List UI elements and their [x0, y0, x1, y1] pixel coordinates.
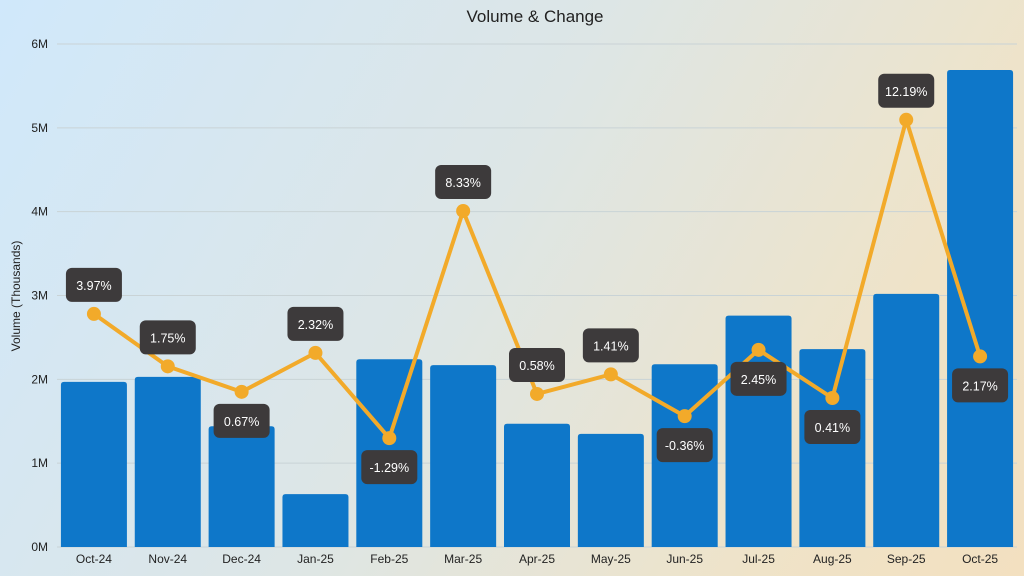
change-point[interactable] [973, 349, 988, 364]
data-label-box [287, 306, 344, 341]
data-label-box [582, 328, 639, 363]
data-label: 1.75% [150, 331, 185, 345]
y-tick-label: 0M [31, 540, 48, 554]
x-tick-label: Jan-25 [297, 552, 334, 566]
data-label: -0.36% [665, 439, 705, 453]
bar-aug-25[interactable] [799, 349, 866, 547]
data-label-box [361, 450, 418, 485]
data-label: 2.17% [962, 379, 997, 393]
y-tick-label: 4M [31, 205, 48, 219]
y-tick-label: 3M [31, 289, 48, 303]
data-label-box [804, 409, 861, 444]
data-label: 0.67% [224, 415, 259, 429]
data-label: 2.32% [298, 318, 333, 332]
change-point[interactable] [530, 386, 544, 401]
y-tick-label: 6M [31, 37, 48, 51]
data-label: 2.45% [741, 373, 776, 387]
data-label-box [952, 368, 1009, 403]
bar-oct-25[interactable] [947, 69, 1014, 547]
change-point[interactable] [86, 306, 101, 321]
bar-nov-24[interactable] [134, 376, 201, 547]
data-label-box [656, 428, 713, 463]
x-tick-label: Mar-25 [444, 552, 482, 566]
x-tick-label: Sep-25 [887, 552, 926, 566]
change-point[interactable] [677, 409, 692, 424]
x-tick-label: Oct-25 [962, 552, 998, 566]
data-label-box [730, 361, 787, 396]
x-tick-label: Oct-24 [76, 552, 112, 566]
data-label: 1.41% [593, 339, 628, 353]
change-point[interactable] [899, 112, 914, 127]
bar-oct-24[interactable] [60, 381, 127, 547]
data-label: 0.41% [815, 421, 850, 435]
change-point[interactable] [234, 384, 249, 399]
data-label-box [65, 267, 122, 302]
y-tick-label: 1M [31, 456, 48, 470]
bar-jan-25[interactable] [282, 494, 349, 547]
change-point[interactable] [603, 367, 618, 382]
data-label: 12.19% [885, 85, 927, 99]
x-tick-label: Dec-24 [222, 552, 261, 566]
data-label-box [435, 164, 492, 199]
data-label-box [878, 73, 935, 108]
change-point[interactable] [382, 431, 397, 446]
data-label-box [509, 347, 565, 382]
bar-apr-25[interactable] [504, 423, 570, 547]
chart-title: Volume & Change [466, 7, 603, 26]
data-label-box [213, 403, 270, 438]
data-label: -1.29% [370, 461, 410, 475]
data-label: 8.33% [445, 176, 480, 190]
x-tick-label: Aug-25 [813, 552, 852, 566]
x-tick-label: May-25 [591, 552, 631, 566]
data-label-box [139, 320, 196, 355]
x-tick-label: Apr-25 [519, 552, 555, 566]
bar-sep-25[interactable] [873, 293, 940, 547]
y-tick-label: 5M [31, 121, 48, 135]
y-tick-label: 2M [31, 372, 48, 386]
x-tick-label: Nov-24 [148, 552, 187, 566]
y-axis-label: Volume (Thousands) [9, 241, 23, 352]
change-point[interactable] [308, 345, 323, 360]
x-tick-label: Feb-25 [370, 552, 408, 566]
data-label: 3.97% [76, 279, 111, 293]
change-point[interactable] [825, 390, 840, 405]
bar-mar-25[interactable] [430, 365, 497, 547]
change-point[interactable] [456, 203, 471, 218]
x-tick-label: Jul-25 [742, 552, 775, 566]
x-tick-label: Jun-25 [666, 552, 703, 566]
change-point[interactable] [160, 359, 175, 374]
bar-dec-24[interactable] [208, 426, 275, 547]
bar-may-25[interactable] [577, 433, 644, 547]
change-point[interactable] [751, 342, 766, 357]
data-label: 0.58% [519, 359, 554, 373]
